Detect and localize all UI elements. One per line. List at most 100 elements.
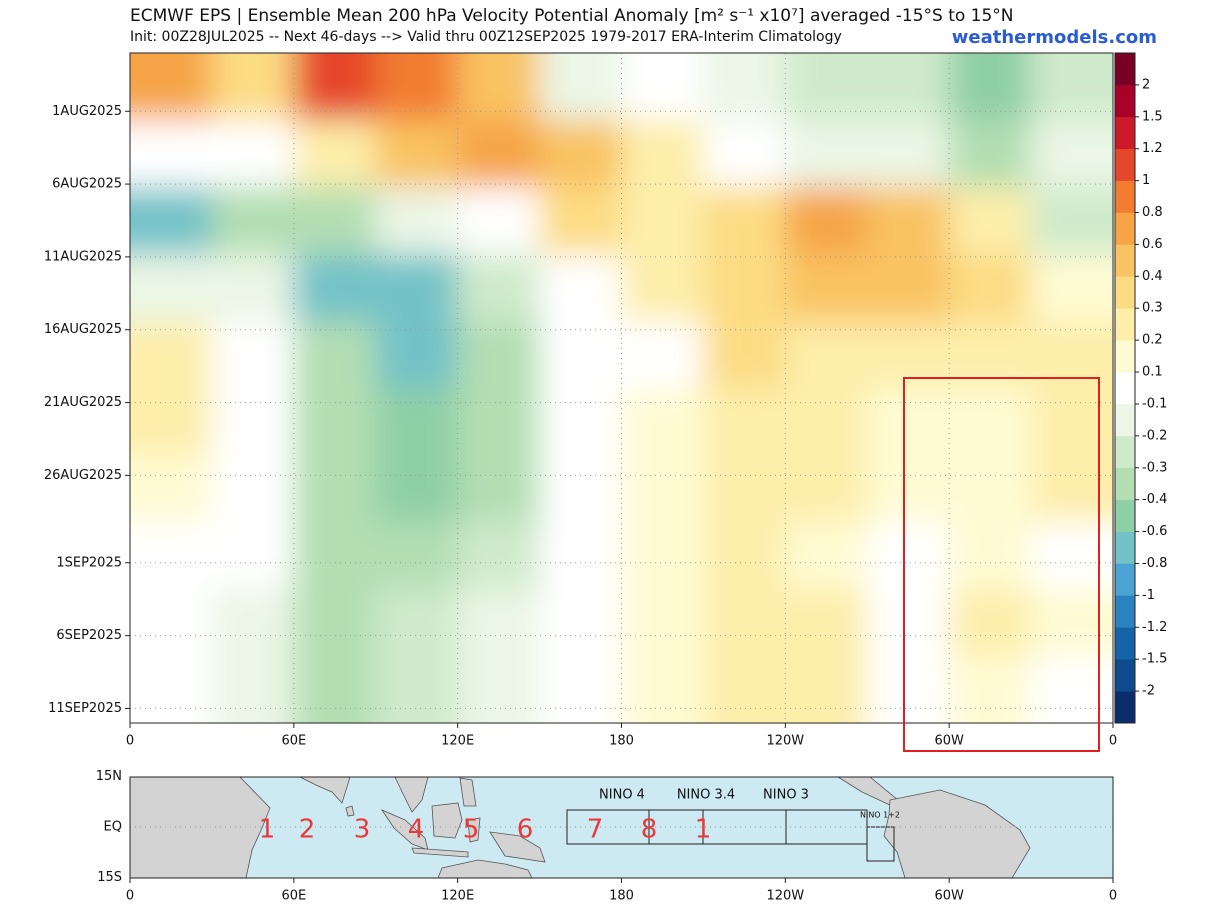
axes: 0 60E 120E 180 120W 60W 0 1AUG2025 6AUG2025 11AUG… (44, 52, 1167, 749)
cell (867, 455, 950, 523)
cell (211, 522, 295, 590)
mjo-phase-label: 1 (695, 815, 712, 845)
mjo-phase-label: 8 (641, 815, 658, 845)
cell (539, 254, 622, 322)
cell (1031, 53, 1113, 121)
mjo-phase-label: 2 (299, 815, 316, 845)
colorbar-bin (1115, 531, 1135, 564)
cell (785, 455, 868, 523)
cell (539, 321, 622, 389)
cell (621, 120, 704, 188)
colorbar-bin (1115, 499, 1135, 532)
cell (621, 321, 704, 389)
cell (211, 589, 295, 657)
mjo-phase-label: 3 (354, 815, 371, 845)
cell (949, 53, 1032, 121)
y-tick-label: 1SEP2025 (56, 555, 122, 570)
cell (211, 120, 295, 188)
colorbar-label: -0.1 (1142, 396, 1167, 411)
cell (539, 455, 622, 523)
cell (457, 388, 541, 456)
cell (867, 656, 950, 723)
cell (785, 388, 868, 456)
y-tick-label: 21AUG2025 (44, 395, 122, 410)
colorbar-bin (1115, 435, 1135, 469)
cell (867, 120, 950, 188)
map-x-label: 60W (934, 889, 964, 904)
cell (949, 656, 1032, 723)
colorbar-bin (1115, 212, 1135, 245)
cell (539, 388, 622, 456)
cell (211, 388, 295, 456)
cell (703, 455, 786, 523)
cell (375, 321, 459, 389)
cell (375, 522, 459, 590)
cell (621, 656, 704, 723)
cell (375, 120, 459, 188)
colorbar-bin (1115, 53, 1135, 86)
cell (949, 388, 1032, 456)
cell (457, 254, 541, 322)
x-tick-label: 120W (766, 734, 804, 749)
cell (457, 656, 541, 723)
nino-label: NINO 1+2 (860, 811, 900, 820)
colorbar-label: 1 (1142, 173, 1150, 188)
cell (457, 321, 541, 389)
colorbar-bin (1115, 276, 1135, 309)
cell (1031, 187, 1113, 255)
cell (949, 187, 1032, 255)
mjo-phase-label: 7 (587, 815, 604, 845)
cell (621, 388, 704, 456)
cell (621, 589, 704, 657)
colorbar-label: 0.6 (1142, 237, 1163, 252)
colorbar-label: 2 (1142, 77, 1150, 92)
cell (293, 187, 377, 255)
cell (130, 53, 213, 121)
y-tick-label: 16AUG2025 (44, 322, 122, 337)
colorbar-label: 0.8 (1142, 205, 1163, 220)
colorbar-label: -0.8 (1142, 556, 1167, 571)
cell (457, 589, 541, 657)
cell (1031, 120, 1113, 188)
colorbar-bin (1115, 180, 1135, 213)
cell (130, 455, 213, 523)
cell (293, 53, 377, 121)
cell (293, 656, 377, 723)
cell (211, 53, 295, 121)
colorbar-label: -0.4 (1142, 492, 1167, 507)
cell (293, 589, 377, 657)
cell (785, 254, 868, 322)
mjo-phase-label: 6 (517, 815, 534, 845)
cell (785, 321, 868, 389)
y-tick-label: 1AUG2025 (52, 104, 122, 119)
chart-subtitle: Init: 00Z28JUL2025 -- Next 46-days --> V… (130, 29, 842, 45)
highlight-box (903, 377, 1100, 752)
source: weathermodels.com (952, 27, 1157, 48)
cell (949, 522, 1032, 590)
cell (539, 187, 622, 255)
colorbar-label: 1.2 (1142, 141, 1163, 156)
cell (785, 53, 868, 121)
cell (130, 589, 213, 657)
cell (949, 455, 1032, 523)
map-x-label: 120W (766, 889, 804, 904)
cell (539, 589, 622, 657)
x-tick-label: 60W (934, 734, 964, 749)
cell (130, 522, 213, 590)
cell (130, 656, 213, 723)
map-y-label: 15S (97, 870, 122, 885)
cell (457, 522, 541, 590)
cell (621, 455, 704, 523)
cell (703, 254, 786, 322)
cell (703, 187, 786, 255)
cell (949, 254, 1032, 322)
colorbar-bin (1115, 563, 1135, 596)
cell (785, 589, 868, 657)
cell (293, 455, 377, 523)
colorbar-bin (1115, 84, 1135, 118)
colorbar-bin (1115, 691, 1135, 724)
cell (539, 120, 622, 188)
cell (703, 388, 786, 456)
y-tick-label: 6SEP2025 (56, 628, 122, 643)
